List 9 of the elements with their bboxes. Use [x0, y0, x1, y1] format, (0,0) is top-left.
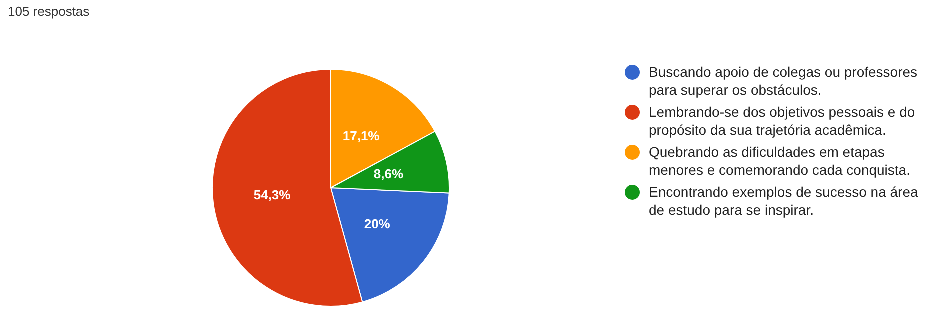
text: 105 respostas	[8, 4, 90, 19]
legend-label: Lembrando-se dos objetivos pessoais e do propósito da sua trajetória acadêmica.	[649, 103, 916, 139]
data-label: 17,1%	[342, 128, 380, 144]
data-label: 8,6%	[374, 166, 404, 182]
data-label: 54,3%	[254, 188, 292, 203]
data-label: 20%	[364, 216, 391, 232]
legend-label: Quebrando as dificuldades em etapas menores e comemorando cada conquista.	[649, 143, 912, 179]
legend-label: Encontrando exemplos de sucesso na área de estudo para se inspirar.	[649, 183, 920, 219]
legend-label: Buscando apoio de colegas ou professores para superar os obstáculos.	[649, 63, 919, 99]
